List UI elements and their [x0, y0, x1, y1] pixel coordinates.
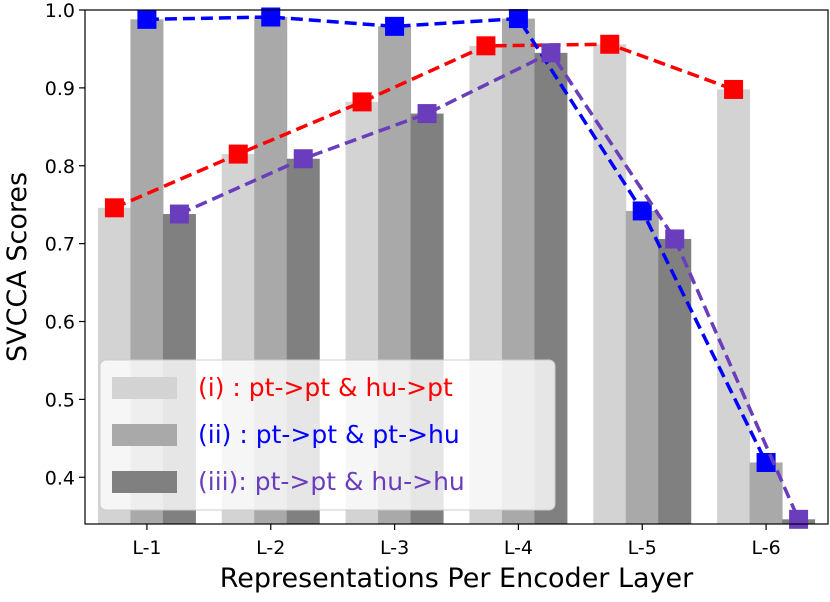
marker-series3-L-2	[293, 149, 313, 169]
legend-label-series3: (iii): pt->pt & hu->hu	[198, 467, 465, 496]
legend-label-series2: (ii) : pt->pt & pt->hu	[198, 420, 460, 449]
y-tick-label: 0.7	[45, 234, 75, 256]
marker-series1-L-3	[352, 92, 372, 112]
y-tick-label: 0.5	[45, 389, 75, 411]
x-tick-label: L-5	[628, 537, 657, 559]
x-tick-label: L-4	[504, 537, 533, 559]
y-axis-label: SVCCA Scores	[2, 172, 33, 362]
marker-series1-L-6	[724, 79, 744, 99]
x-tick-label: L-6	[751, 537, 780, 559]
x-tick-label: L-3	[380, 537, 409, 559]
legend-swatch-series3	[112, 471, 177, 493]
line-series3	[178, 50, 801, 521]
bar-series1-L-6	[717, 89, 751, 524]
x-tick-label: L-1	[132, 537, 161, 559]
marker-series2-L-4	[508, 9, 528, 29]
y-tick-label: 0.8	[45, 156, 75, 178]
marker-series3-L-1	[169, 204, 189, 224]
y-tick-label: 1.0	[45, 0, 75, 22]
y-tick-label: 0.4	[45, 467, 75, 489]
axes-layer: 1.0 0.9 0.8 0.7 0.6 0.5 0.4 L-1 L-2 L-3 L-4 L-5 L-6	[45, 0, 829, 559]
x-tick-label: L-2	[256, 537, 285, 559]
line-series1	[113, 42, 735, 210]
x-axis-label: Representations Per Encoder Layer	[220, 563, 694, 594]
marker-series1-L-2	[228, 144, 248, 164]
legend-box	[99, 359, 556, 511]
marker-series1-L-1	[104, 198, 124, 218]
legend-label-series1: (i) : pt->pt & hu->pt	[198, 373, 453, 402]
legend-swatch-series2	[112, 424, 177, 446]
marker-series3-L-3	[417, 104, 437, 124]
plot-frame	[84, 9, 829, 525]
marker-series1-L-5	[600, 34, 620, 54]
line-series2	[146, 15, 768, 464]
marker-series3-L-6	[789, 509, 809, 529]
legend: (i) : pt->pt & hu->pt (ii) : pt->pt & pt-…	[99, 359, 556, 511]
legend-swatch-series1	[112, 377, 177, 399]
marker-series3-L-4	[541, 43, 561, 63]
bar-series3-L-5	[658, 238, 692, 525]
y-tick-label: 0.9	[45, 78, 75, 100]
marker-series3-L-5	[665, 229, 685, 249]
marker-series2-L-3	[385, 16, 405, 36]
bar-series1-L-5	[593, 44, 627, 525]
lines-layer	[104, 7, 809, 529]
marker-series2-L-5	[632, 201, 652, 221]
y-tick-label: 0.6	[45, 312, 75, 334]
marker-series2-L-2	[261, 7, 281, 27]
marker-series2-L-1	[137, 9, 157, 29]
marker-series1-L-4	[476, 36, 496, 56]
bar-series2-L-5	[625, 210, 659, 524]
